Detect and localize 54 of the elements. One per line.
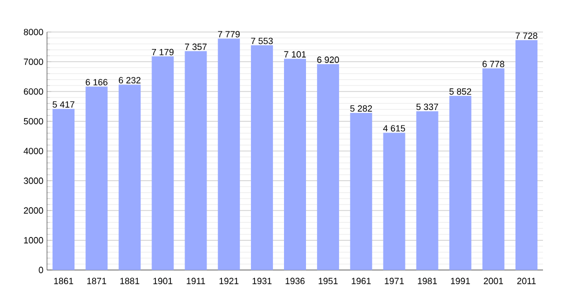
x-tick-label: 1951 <box>318 278 338 284</box>
bar <box>416 111 438 270</box>
data-label: 6 920 <box>317 56 339 63</box>
bar <box>482 68 504 270</box>
bar <box>317 64 340 270</box>
x-tick-label: 1936 <box>286 278 305 284</box>
x-tick-label: 1901 <box>153 278 172 284</box>
x-tick-label: 2011 <box>517 278 536 284</box>
data-label: 5 852 <box>449 88 472 95</box>
y-tick-label: 7000 <box>24 58 44 65</box>
data-label: 7 553 <box>251 38 273 44</box>
data-label: 7 728 <box>516 32 538 39</box>
data-label: 4 615 <box>383 125 406 132</box>
data-label: 6 778 <box>482 60 504 68</box>
bar <box>152 56 174 270</box>
data-label: 5 337 <box>416 104 438 110</box>
y-tick-label: 0 <box>38 266 44 274</box>
bar <box>52 108 75 270</box>
x-tick-label: 1881 <box>120 278 140 284</box>
y-tick-label: 4000 <box>24 148 44 154</box>
data-label: 7 357 <box>184 44 207 50</box>
bar <box>449 96 472 270</box>
data-label: 7 101 <box>284 51 306 58</box>
data-label: 7 179 <box>152 48 174 56</box>
y-tick-label: 3000 <box>24 178 44 184</box>
x-tick-label: 1981 <box>418 278 437 284</box>
x-tick-label: 1991 <box>451 278 470 284</box>
data-label: 7 779 <box>218 31 240 38</box>
bar <box>184 51 207 270</box>
x-tick-label: 1961 <box>352 278 371 284</box>
x-tick-label: 1911 <box>186 278 206 284</box>
y-tick-label: 1000 <box>24 237 44 244</box>
bar <box>515 40 538 270</box>
x-tick-label: 2001 <box>484 278 503 284</box>
data-label: 5 417 <box>52 101 74 108</box>
bar <box>250 45 273 270</box>
x-tick-label: 1871 <box>87 278 106 284</box>
data-label: 6 232 <box>118 77 140 84</box>
bar <box>86 86 108 270</box>
y-tick-label: 5000 <box>24 118 44 124</box>
x-tick-label: 1921 <box>220 278 238 284</box>
x-tick-label: 1861 <box>54 278 74 284</box>
data-label: 5 282 <box>350 105 372 112</box>
data-label: 6 166 <box>86 78 108 86</box>
bar <box>383 132 406 270</box>
bar <box>118 84 141 270</box>
bar <box>218 38 240 270</box>
y-tick-label: 2000 <box>24 207 44 214</box>
bar <box>284 58 306 270</box>
x-tick-label: 1971 <box>384 278 404 284</box>
x-tick-label: 1931 <box>252 278 272 284</box>
bar <box>350 112 372 270</box>
y-tick-label: 6000 <box>24 88 44 95</box>
y-tick-label: 8000 <box>24 28 44 36</box>
